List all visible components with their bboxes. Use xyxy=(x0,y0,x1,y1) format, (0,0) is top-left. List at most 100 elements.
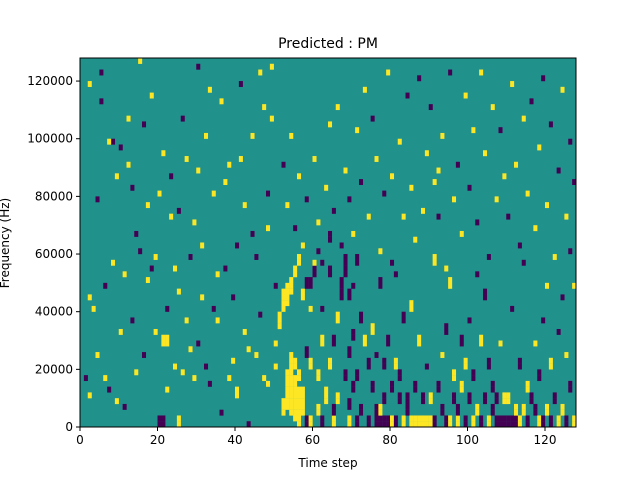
heatmap-cell-high xyxy=(200,242,205,249)
heatmap-cell-low xyxy=(331,207,336,214)
heatmap-cell-low xyxy=(161,421,166,428)
y-axis: 0 20000 40000 60000 80000 100000 120000 xyxy=(27,74,80,434)
heatmap-cell-high xyxy=(479,334,484,341)
heatmap-cell-low xyxy=(304,352,309,358)
x-tick-label: 100 xyxy=(456,433,479,447)
heatmap-cell-high xyxy=(502,392,507,399)
heatmap-cell-high xyxy=(176,415,181,422)
heatmap-cell-high xyxy=(300,386,305,393)
heatmap-cell-high xyxy=(289,288,294,295)
heatmap-cell-low xyxy=(378,421,383,428)
heatmap-cell-low xyxy=(304,346,309,353)
heatmap-cell-high xyxy=(316,403,321,410)
heatmap-cell-low xyxy=(541,317,546,324)
heatmap-cell-high xyxy=(452,369,457,376)
heatmap-cell-low xyxy=(436,213,441,220)
x-tick-label: 60 xyxy=(305,433,320,447)
heatmap-cell-low xyxy=(556,328,561,335)
heatmap-cell-high xyxy=(397,138,402,145)
heatmap-cell-low xyxy=(176,207,181,214)
heatmap-cell-high xyxy=(223,179,228,185)
heatmap-cell-high xyxy=(413,236,418,243)
heatmap-cell-high xyxy=(386,69,391,76)
heatmap-cell-high xyxy=(293,357,298,364)
heatmap-cell-high xyxy=(227,375,232,382)
heatmap-cell-high xyxy=(204,132,209,139)
heatmap-cell-low xyxy=(552,398,557,405)
heatmap-cell-low xyxy=(382,415,387,422)
heatmap-cell-low xyxy=(397,398,402,405)
heatmap-cell-high xyxy=(273,363,278,370)
heatmap-cell-low xyxy=(250,230,255,237)
heatmap-cell-low xyxy=(556,167,561,174)
heatmap-cell-high xyxy=(149,92,154,99)
heatmap-cell-low xyxy=(149,265,154,272)
heatmap-cell-high xyxy=(370,323,375,330)
heatmap-cell-high xyxy=(111,259,116,266)
heatmap-cell-high xyxy=(440,352,445,358)
heatmap-cell-high xyxy=(471,421,476,428)
heatmap-cell-high xyxy=(556,415,561,422)
heatmap-cell-high xyxy=(165,340,170,347)
heatmap-cell-low xyxy=(107,386,112,393)
heatmap-cell-high xyxy=(556,421,561,428)
heatmap-cell-high xyxy=(463,92,468,99)
heatmap-cell-high xyxy=(176,421,181,428)
heatmap-cell-high xyxy=(192,375,197,382)
heatmap-cell-high xyxy=(165,334,170,341)
heatmap-cell-low xyxy=(510,415,515,422)
heatmap-cell-low xyxy=(572,179,577,185)
heatmap-cell-low xyxy=(83,375,88,382)
heatmap-cell-low xyxy=(564,415,569,422)
heatmap-cell-low xyxy=(266,190,271,197)
heatmap-cell-low xyxy=(568,248,573,255)
heatmap-cell-high xyxy=(421,415,426,422)
heatmap-cell-high xyxy=(103,375,108,382)
heatmap-cell-high xyxy=(289,380,294,387)
heatmap-cell-high xyxy=(308,363,313,370)
heatmap-cell-high xyxy=(293,403,298,410)
heatmap-cell-low xyxy=(343,271,348,278)
heatmap-cell-high xyxy=(145,202,150,209)
heatmap-cell-high xyxy=(448,282,453,289)
heatmap-cell-high xyxy=(297,409,302,416)
heatmap-cell-high xyxy=(289,282,294,289)
heatmap-cell-low xyxy=(390,259,395,266)
heatmap-cell-low xyxy=(413,380,418,387)
heatmap-cell-high xyxy=(300,398,305,405)
heatmap-cell-high xyxy=(114,398,119,405)
heatmap-cell-high xyxy=(324,386,329,393)
heatmap-cell-high xyxy=(316,219,321,226)
heatmap-cell-low xyxy=(99,98,104,105)
heatmap-cell-high xyxy=(289,403,294,410)
heatmap-cell-high xyxy=(312,259,317,266)
heatmap-cell-high xyxy=(300,294,305,301)
heatmap-cell-low xyxy=(483,294,488,301)
y-tick-label: 20000 xyxy=(35,362,73,376)
heatmap-cell-high xyxy=(293,386,298,393)
heatmap-cell-high xyxy=(343,167,348,174)
heatmap-cell-high xyxy=(471,415,476,422)
heatmap-cell-low xyxy=(382,398,387,405)
heatmap-cell-high xyxy=(262,375,267,382)
heatmap-cell-high xyxy=(153,254,158,260)
heatmap-cell-high xyxy=(320,340,325,347)
heatmap-cell-low xyxy=(514,421,519,428)
heatmap-cell-low xyxy=(494,421,499,428)
heatmap-cell-high xyxy=(560,403,565,410)
heatmap-cell-high xyxy=(355,127,360,134)
heatmap-cell-low xyxy=(444,328,449,335)
heatmap-cell-high xyxy=(335,317,340,324)
heatmap-cell-high xyxy=(572,415,577,422)
heatmap-cell-low xyxy=(521,259,526,266)
heatmap-cell-high xyxy=(297,421,302,428)
heatmap-cell-high xyxy=(459,386,464,393)
heatmap-cell-high xyxy=(362,340,367,347)
heatmap-cell-high xyxy=(525,380,530,387)
heatmap-cell-high xyxy=(424,421,429,428)
heatmap-cell-high xyxy=(297,369,302,376)
heatmap-cell-high xyxy=(316,409,321,416)
heatmap-cell-high xyxy=(502,173,507,180)
heatmap-cell-low xyxy=(157,415,162,422)
heatmap-cell-high xyxy=(316,369,321,376)
